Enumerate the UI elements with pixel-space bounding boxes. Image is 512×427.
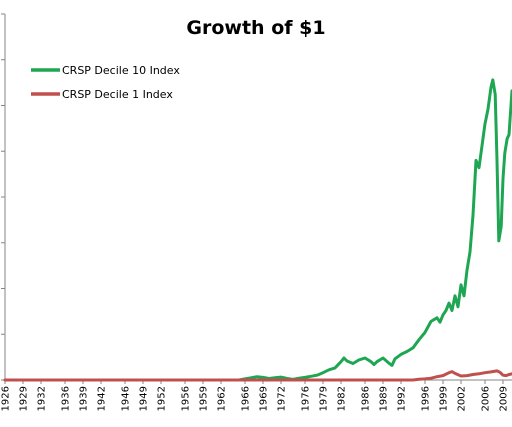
x-tick-label: 1962 xyxy=(217,386,228,411)
x-tick-label: 1929 xyxy=(19,386,30,411)
x-tick-label: 1926 xyxy=(1,386,12,411)
chart-legend: CRSP Decile 10 Index CRSP Decile 1 Index xyxy=(31,64,180,101)
x-tick-label: 1976 xyxy=(301,386,312,411)
series-layer xyxy=(3,78,512,382)
series-line-decile-10 xyxy=(237,78,512,382)
x-tick-label: 1996 xyxy=(421,386,432,411)
x-tick-label: 1936 xyxy=(61,386,72,411)
x-tick-label: 1969 xyxy=(259,386,270,411)
x-tick-label: 1952 xyxy=(157,386,168,411)
series-line-decile-1 xyxy=(3,369,512,382)
x-tick-label: 1986 xyxy=(361,386,372,411)
x-tick-label: 1956 xyxy=(181,386,192,411)
x-tick-label: 1946 xyxy=(121,386,132,411)
x-tick-label: 1949 xyxy=(139,386,150,411)
chart-title: Growth of $1 xyxy=(186,17,325,39)
x-tick-label: 1982 xyxy=(337,386,348,411)
x-tick-label: 1959 xyxy=(199,386,210,411)
x-tick-label: 2002 xyxy=(457,386,468,411)
legend-label-decile-10: CRSP Decile 10 Index xyxy=(62,64,180,77)
x-tick-label: 1939 xyxy=(79,386,90,411)
y-axis xyxy=(1,13,6,381)
x-axis: 1926 1929 1932 1936 1939 1942 1946 1949 1952 1956… xyxy=(1,379,512,411)
x-tick-label: 1989 xyxy=(379,386,390,411)
x-tick-label: 2009 xyxy=(499,386,510,411)
x-tick-label: 1966 xyxy=(241,386,252,411)
legend-label-decile-1: CRSP Decile 1 Index xyxy=(62,88,173,101)
x-tick-label: 1979 xyxy=(319,386,330,411)
x-tick-label: 2006 xyxy=(481,386,492,411)
x-tick-label: 1932 xyxy=(37,386,48,411)
x-tick-label: 1972 xyxy=(277,386,288,411)
x-tick-label: 1942 xyxy=(97,386,108,411)
x-tick-label: 1992 xyxy=(397,386,408,411)
x-tick-label: 1999 xyxy=(439,386,450,411)
